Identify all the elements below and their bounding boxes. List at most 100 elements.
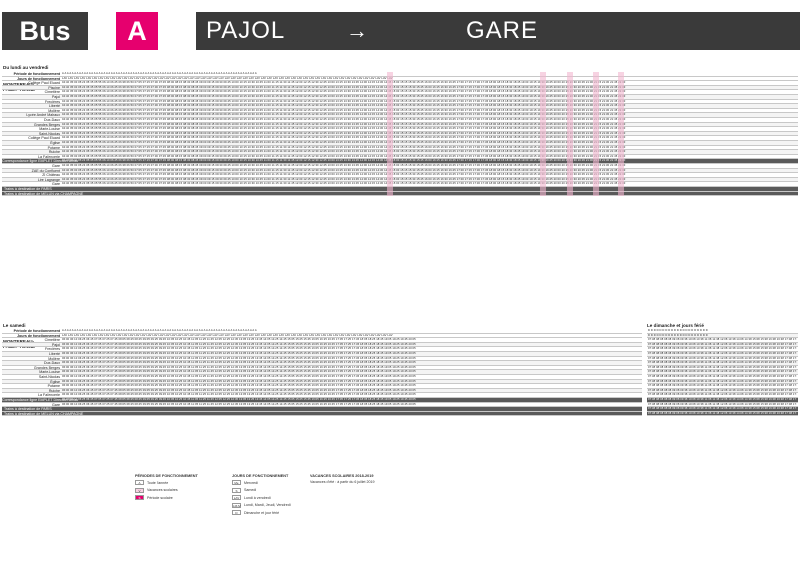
stop-label: Cimetière (44, 90, 60, 95)
time-cells: 04:40 05:00 05:23 05:35 05:55 06:10 06:2… (62, 136, 626, 140)
sunday-cells: 07:38 08:08 08:38 09:08 09:38 10:08 10:3… (648, 347, 797, 351)
stop-label: Saint-Nicolas (38, 375, 60, 379)
stop-label: Liberté (49, 352, 60, 356)
time-cells: 06:00 06:10 06:25 06:45 07:05 07:25 07:4… (62, 352, 416, 355)
time-cells: 04:40 05:00 05:23 05:35 05:55 06:10 06:2… (62, 154, 626, 158)
table-row: Correspondance ligne EMPLET Direction Br… (2, 398, 642, 403)
sunday-row: D D D D D D D D D D D D D D D D D D D D … (647, 329, 798, 334)
stop-label: Liberté (49, 104, 60, 109)
train-row: Trains à destination de PARIS (2, 187, 798, 192)
time-cells: 04:40 05:00 05:23 05:35 05:55 06:10 06:2… (62, 173, 626, 177)
table-row: Église 04:40 05:00 05:23 05:35 05:55 06:1… (2, 141, 798, 146)
table-row: Potame 06:00 06:10 06:25 06:45 07:05 07:2… (2, 384, 642, 389)
table-row: Pajol 06:00 06:10 06:25 06:45 07:05 07:25… (2, 342, 642, 348)
stop-label: Lycée André Malraux (26, 113, 60, 118)
table-row: Ruiche 06:00 06:10 06:25 06:45 07:05 07:2… (2, 388, 642, 394)
stop-label: Marie-Louise (39, 370, 60, 375)
legend-period-item: A Toute l'année (135, 480, 225, 485)
stop-label: Gare (52, 164, 60, 168)
train-row: Trains à destination de MELUN via CHAMPA… (2, 191, 798, 197)
stop-label: Dux-Daux (44, 361, 60, 366)
stop-label: ZAE du Confluent (31, 168, 60, 173)
legend-swatch: S (232, 487, 241, 493)
table-row: Église 06:00 06:10 06:25 06:45 07:05 07:2… (2, 379, 642, 385)
table-row: Grandes Berges 04:40 05:00 05:23 05:35 05… (2, 122, 798, 128)
sunday-row: D D D D D D D D D D D D D D D D D D D D … (647, 333, 798, 339)
time-cells: 04:40 05:00 05:23 05:35 05:55 06:10 06:2… (62, 164, 626, 167)
time-cells: 06:00 06:10 06:25 06:45 07:05 07:25 07:4… (62, 384, 416, 388)
sunday-cells: 07:38 08:08 08:38 09:08 09:38 10:08 10:3… (648, 338, 797, 342)
stop-label: Ruiche (48, 150, 60, 155)
header-label: Jours de fonctionnement (17, 333, 60, 338)
sunday-row: 07:38 08:08 08:38 09:08 09:38 10:08 10:3… (647, 411, 798, 417)
sunday-cells: 07:38 08:08 08:38 09:08 09:38 10:08 10:3… (648, 411, 797, 415)
table-row: Collège Paul Eluard 04:40 05:00 05:23 05:… (2, 136, 798, 141)
stop-label: Saint-Nicolas (38, 131, 60, 136)
time-cells: 04:40 05:00 05:23 05:35 05:55 06:10 06:2… (62, 90, 626, 94)
sunday-cells: 07:38 08:08 08:38 09:08 09:38 10:08 10:3… (648, 356, 797, 360)
table-row: Frecières 06:00 06:10 06:25 06:45 07:05 0… (2, 347, 642, 352)
legend-period-item: S Période scolaire (135, 495, 225, 500)
sunday-cells: 07:38 08:08 08:38 09:08 09:38 10:08 10:3… (648, 379, 797, 383)
table-row: Pajol 04:40 05:00 05:23 05:35 05:55 06:10… (2, 95, 798, 100)
route-to: GARE (466, 17, 539, 44)
highlight-column (618, 72, 624, 197)
time-cells: 06:00 06:10 06:25 06:45 07:05 07:25 07:4… (62, 398, 416, 401)
time-cells: 04:40 05:00 05:23 05:35 05:55 06:10 06:2… (62, 122, 626, 126)
table-row: Molière 06:00 06:10 06:25 06:45 07:05 07:… (2, 357, 642, 362)
sunday-cells: 07:38 08:08 08:38 09:08 09:38 10:08 10:3… (648, 407, 797, 411)
train-label: Trains à destination de PARIS (4, 407, 52, 412)
legend-label: Lundi à vendredi (244, 495, 271, 500)
table-row: Correspondance ligne EMPLET Direction Br… (2, 159, 798, 164)
table-row: Cimetière 06:00 06:10 06:25 06:45 07:05 0… (2, 338, 642, 343)
sunday-cells: 07:38 08:08 08:38 09:08 09:38 10:08 10:3… (648, 398, 797, 401)
time-cells: 04:40 05:00 05:23 05:35 05:55 06:10 06:2… (62, 108, 626, 112)
sunday-cells: 07:38 08:08 08:38 09:08 09:38 10:08 10:3… (648, 365, 797, 369)
sunday-row: 07:38 08:08 08:38 09:08 09:38 10:08 10:3… (647, 388, 798, 394)
sunday-row: 07:38 08:08 08:38 09:08 09:38 10:08 10:3… (647, 370, 798, 375)
stop-label: Pajol (52, 95, 60, 99)
table-row: Gare 06:00 06:10 06:25 06:45 07:05 07:25 … (2, 403, 642, 408)
route-arrow-icon: → (346, 18, 369, 43)
table-row: Potame 04:40 05:00 05:23 05:35 05:55 06:1… (2, 146, 798, 151)
stop-label: Gare (52, 402, 60, 407)
legend-holidays-note: Vacances d'été : à partir du 6 juillet 2… (310, 480, 375, 484)
legend-label: Vacances scolaires (147, 488, 178, 492)
stop-label: Grandes Berges (33, 365, 60, 370)
time-cells: 06:00 06:10 06:25 06:45 07:05 07:25 07:4… (62, 342, 416, 346)
table-row: Dux-Daux 06:00 06:10 06:25 06:45 07:05 07… (2, 361, 642, 366)
table-row: Marie-Louise 06:00 06:10 06:25 06:45 07:0… (2, 370, 642, 375)
stop-label: Collège Paul Eluard (28, 136, 60, 141)
header-cells: LAV LAV LAV LAV LAV LAV LAV LAV LAV LAV … (62, 333, 393, 337)
table-row: Molière 04:40 05:00 05:23 05:35 05:55 06:… (2, 109, 798, 114)
time-cells: 04:40 05:00 05:23 05:35 05:55 06:10 06:2… (62, 177, 626, 181)
sunday-row: 07:38 08:08 08:38 09:08 09:38 10:08 10:3… (647, 407, 798, 412)
route-from: PAJOL (206, 17, 286, 44)
table-row: La Faïencerie 04:40 05:00 05:23 05:35 05:… (2, 155, 798, 160)
time-cells: 04:40 05:00 05:23 05:35 05:55 06:10 06:2… (62, 131, 626, 135)
table-row: Collège Paul Eluard 04:40 05:00 05:23 05:… (2, 81, 798, 86)
stop-label: Potame (47, 384, 60, 389)
sunday-cells: D D D D D D D D D D D D D D D D D D D D … (648, 333, 708, 337)
table-row: Saint-Nicolas 06:00 06:10 06:25 06:45 07:… (2, 375, 642, 380)
stop-label: Collège Paul Eluard (28, 81, 60, 86)
header-row: Période de fonctionnement A A A A A A A A… (2, 72, 798, 77)
sunday-title: Le dimanche et jours férié (647, 323, 704, 328)
stop-label: Molière (48, 108, 60, 113)
legend-label: Dimanche et jour férié (244, 510, 280, 515)
header-label: Période de fonctionnement (13, 329, 60, 333)
table-row: Lycée André Malraux 04:40 05:00 05:23 05:… (2, 113, 798, 118)
time-cells: 04:40 05:00 05:23 05:35 05:55 06:10 06:2… (62, 118, 626, 121)
sunday-row: 07:38 08:08 08:38 09:08 09:38 10:08 10:3… (647, 375, 798, 380)
header-row: Jours de fonctionnement LAV LAV LAV LAV L… (2, 77, 798, 82)
stop-label: Cimetière (44, 338, 60, 343)
time-cells: 06:00 06:10 06:25 06:45 07:05 07:25 07:4… (62, 402, 416, 406)
train-label: Trains à destination de MELUN via CHAMPA… (4, 191, 84, 196)
table-row: Lire Lagrange 04:40 05:00 05:23 05:35 05:… (2, 177, 798, 183)
stop-label: Église (50, 141, 60, 145)
time-cells: 06:00 06:10 06:25 06:45 07:05 07:25 07:4… (62, 375, 416, 378)
table-row: Piscine 04:40 05:00 05:23 05:35 05:55 06:… (2, 85, 798, 91)
legend-swatch: S (135, 495, 144, 500)
sunday-cells: 07:38 08:08 08:38 09:08 09:38 10:08 10:3… (648, 370, 797, 374)
mode-label: Bus (2, 12, 88, 50)
